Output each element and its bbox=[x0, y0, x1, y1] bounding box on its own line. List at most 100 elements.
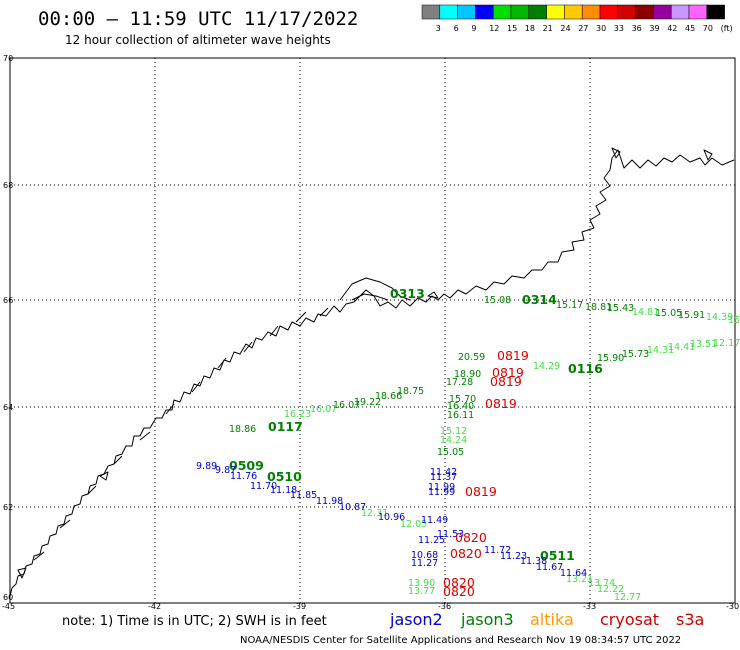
legend-label: 33 bbox=[614, 24, 624, 33]
swh-value: 15.43 bbox=[607, 303, 634, 314]
altika-light-values: 14.81 14.31 14.41 13.51 12.17 14.39 15 1… bbox=[284, 307, 740, 603]
swh-value: 15.17 bbox=[556, 300, 583, 311]
swh-value: 17.28 bbox=[446, 377, 473, 388]
swh-value: 15.08 bbox=[484, 295, 511, 306]
legend-label: 39 bbox=[649, 24, 659, 33]
swh-value: 18.86 bbox=[229, 424, 256, 435]
legend-label: 36 bbox=[632, 24, 642, 33]
swh-value: 16.11 bbox=[447, 410, 474, 421]
coastline-fjord-detail bbox=[33, 277, 411, 561]
swh-value: 10.68 bbox=[411, 550, 438, 561]
swh-value: 14.24 bbox=[440, 435, 467, 446]
jason3-dark-values: 15.08 15.43 15.91 15.73 15.90 20.59 18.9… bbox=[229, 295, 705, 458]
swh-value: 18.75 bbox=[397, 386, 424, 397]
swh-value: 14.41 bbox=[668, 342, 695, 353]
legend-label: 30 bbox=[596, 24, 606, 33]
swh-value: 15.70 bbox=[449, 394, 476, 405]
satellite-jason2: jason2 bbox=[389, 610, 443, 629]
s3a-time-0819: 0819 bbox=[492, 365, 524, 380]
swh-value: 18.81 bbox=[585, 302, 612, 313]
satellite-altika: altika bbox=[530, 610, 574, 629]
legend-swatch bbox=[564, 4, 583, 20]
satellite-jason3: jason3 bbox=[460, 610, 514, 629]
satellite-s3a: s3a bbox=[676, 610, 704, 629]
swh-value: 11.27 bbox=[411, 558, 438, 569]
lon-label-30: -30 bbox=[726, 602, 739, 611]
jason3-time-0116: 0116 bbox=[568, 361, 603, 376]
legend-swatch bbox=[546, 4, 565, 20]
swh-value: 12.22 bbox=[597, 584, 624, 595]
legend-label: 27 bbox=[578, 24, 588, 33]
greenland-coastline bbox=[9, 147, 735, 597]
swh-value: 11.64 bbox=[560, 568, 587, 579]
swh-value: 11.25 bbox=[418, 535, 445, 546]
jason3-time-0511: 0511 bbox=[540, 548, 575, 563]
legend-swatch bbox=[492, 4, 512, 20]
swh-value: 13.21 bbox=[566, 574, 593, 585]
legend-label: 15 bbox=[507, 24, 517, 33]
legend-label: 9 bbox=[471, 24, 476, 33]
legend-label: 18 bbox=[525, 24, 535, 33]
jason3-time-0510: 0510 bbox=[267, 469, 302, 484]
jason2-values: 9.89 9.87 11.76 11.70 11.18 11.85 11.98 … bbox=[196, 461, 587, 579]
swh-value: 15 bbox=[728, 315, 740, 326]
legend-label: 6 bbox=[454, 24, 459, 33]
lon-label-42: -42 bbox=[148, 602, 161, 611]
swh-value: 15.91 bbox=[678, 310, 705, 321]
swh-value: 12.31 bbox=[361, 508, 388, 519]
legend-swatch bbox=[581, 4, 601, 20]
swh-value: 16.07 bbox=[333, 400, 360, 411]
swh-value: 12.77 bbox=[614, 592, 641, 603]
legend-label: 3 bbox=[436, 24, 441, 33]
s3a-time-0819: 0819 bbox=[485, 396, 517, 411]
swh-value: 16.07 bbox=[310, 404, 337, 415]
swh-value: 11.23 bbox=[500, 551, 527, 562]
legend-label: 21 bbox=[543, 24, 553, 33]
s3a-time-0819: 0819 bbox=[490, 374, 522, 389]
map-title: 00:00 – 11:59 UTC 11/17/2022 bbox=[38, 8, 358, 30]
swh-value: 11.42 bbox=[430, 467, 457, 478]
map-subtitle: 12 hour collection of altimeter wave hei… bbox=[65, 33, 331, 47]
legend-swatch bbox=[688, 4, 708, 20]
lon-label-33: -33 bbox=[583, 602, 596, 611]
swh-value: 11.99 bbox=[428, 482, 455, 493]
swh-value: 10.87 bbox=[339, 502, 366, 513]
legend-swatch bbox=[439, 4, 458, 20]
legend-swatch bbox=[599, 4, 619, 20]
s3a-time-labels: 0819 0819 0819 0819 0819 0820 0820 0820 … bbox=[443, 348, 529, 599]
lat-label-60: 60 bbox=[3, 593, 13, 602]
swh-value: 18.66 bbox=[375, 391, 402, 402]
swh-value: 11.38 bbox=[520, 556, 547, 567]
legend-swatch bbox=[510, 4, 530, 20]
legend-swatch bbox=[706, 4, 725, 20]
legend-swatch bbox=[475, 4, 494, 20]
s3a-time-0820: 0820 bbox=[443, 575, 475, 590]
s3a-time-0820: 0820 bbox=[443, 584, 475, 599]
swh-value: 13.90 bbox=[408, 578, 435, 589]
swh-value: 15.12 bbox=[440, 426, 467, 437]
legend-swatch bbox=[528, 4, 547, 20]
satellite-legend: jason2 jason3 altika cryosat s3a bbox=[389, 610, 704, 629]
swh-value: 11.76 bbox=[230, 471, 257, 482]
swh-value: 9.89 bbox=[196, 461, 217, 472]
s3a-time-0819: 0819 bbox=[497, 348, 529, 363]
credit-line: NOAA/NESDIS Center for Satellite Applica… bbox=[240, 635, 681, 646]
lat-label-68: 68 bbox=[3, 181, 13, 190]
jason3-time-0313: 0313 bbox=[390, 286, 425, 301]
legend-label: 70 bbox=[703, 24, 713, 33]
legend-swatch bbox=[421, 4, 441, 20]
lat-label-66: 66 bbox=[3, 296, 13, 305]
color-scale-legend: 3 6 9 12 15 18 21 24 27 30 33 36 39 42 45 70 (ft) bbox=[421, 4, 733, 33]
swh-value: 9.87 bbox=[215, 465, 236, 476]
legend-swatch bbox=[617, 4, 636, 20]
swh-value: 16.40 bbox=[447, 401, 474, 412]
swh-value: 13.51 bbox=[690, 339, 717, 350]
legend-swatch bbox=[670, 4, 690, 20]
swh-value: 19.22 bbox=[354, 397, 381, 408]
swh-value: 11.18 bbox=[270, 485, 297, 496]
swh-value: 14.39 bbox=[706, 312, 733, 323]
swh-value: 15.90 bbox=[597, 353, 624, 364]
swh-value: 11.49 bbox=[421, 515, 448, 526]
swh-value: 12.17 bbox=[713, 338, 740, 349]
legend-label: (ft) bbox=[721, 24, 733, 33]
